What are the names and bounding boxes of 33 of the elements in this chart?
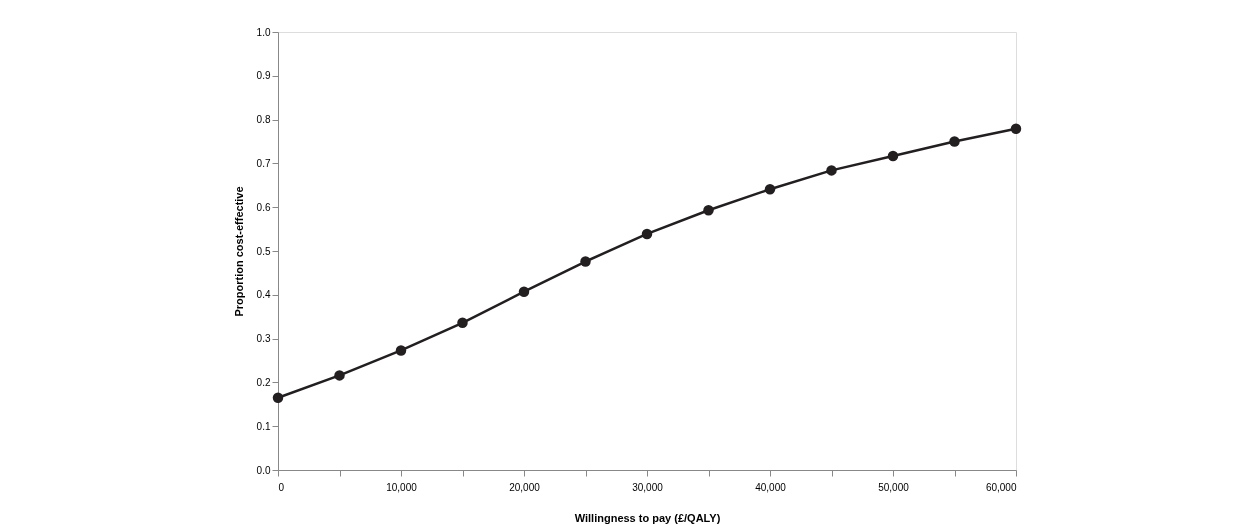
x-tick-label: 60,000 (985, 481, 1017, 493)
x-tick-label: 30,000 (632, 481, 664, 493)
point (641, 228, 653, 240)
y-tick-label: 0.5 (256, 245, 271, 257)
point (887, 150, 899, 162)
y-tick-label: 0.4 (256, 289, 271, 301)
y-tick-label: 0.7 (256, 157, 271, 169)
point (272, 392, 284, 403)
point (703, 205, 714, 216)
point (395, 345, 407, 356)
point (826, 165, 837, 176)
y-tick-label: 0.6 (256, 201, 271, 213)
x-axis-title: Willingness to pay (£/QALY) (574, 511, 721, 524)
point (457, 317, 468, 329)
point (334, 370, 345, 381)
point (764, 184, 776, 195)
x-tick-label: 50,000 (878, 481, 910, 493)
point (580, 256, 591, 267)
y-tick-label: 0.2 (256, 376, 271, 388)
y-tick-label: 0.1 (256, 420, 271, 432)
x-tick-label: 40,000 (755, 481, 787, 493)
y-tick-label: 1.0 (256, 26, 271, 38)
x-tick-label: 0 (278, 481, 285, 493)
point (518, 286, 530, 297)
y-tick-label: 0.0 (256, 464, 271, 476)
x-tick-label: 10,000 (386, 481, 418, 493)
point (949, 136, 960, 147)
x-tick-label: 20,000 (509, 481, 541, 493)
y-axis-title: Proportion cost-effective (232, 186, 245, 317)
point (1010, 123, 1022, 135)
y-tick-label: 0.9 (256, 70, 271, 82)
y-tick-label: 0.8 (256, 114, 271, 126)
y-tick-label: 0.3 (256, 333, 271, 345)
